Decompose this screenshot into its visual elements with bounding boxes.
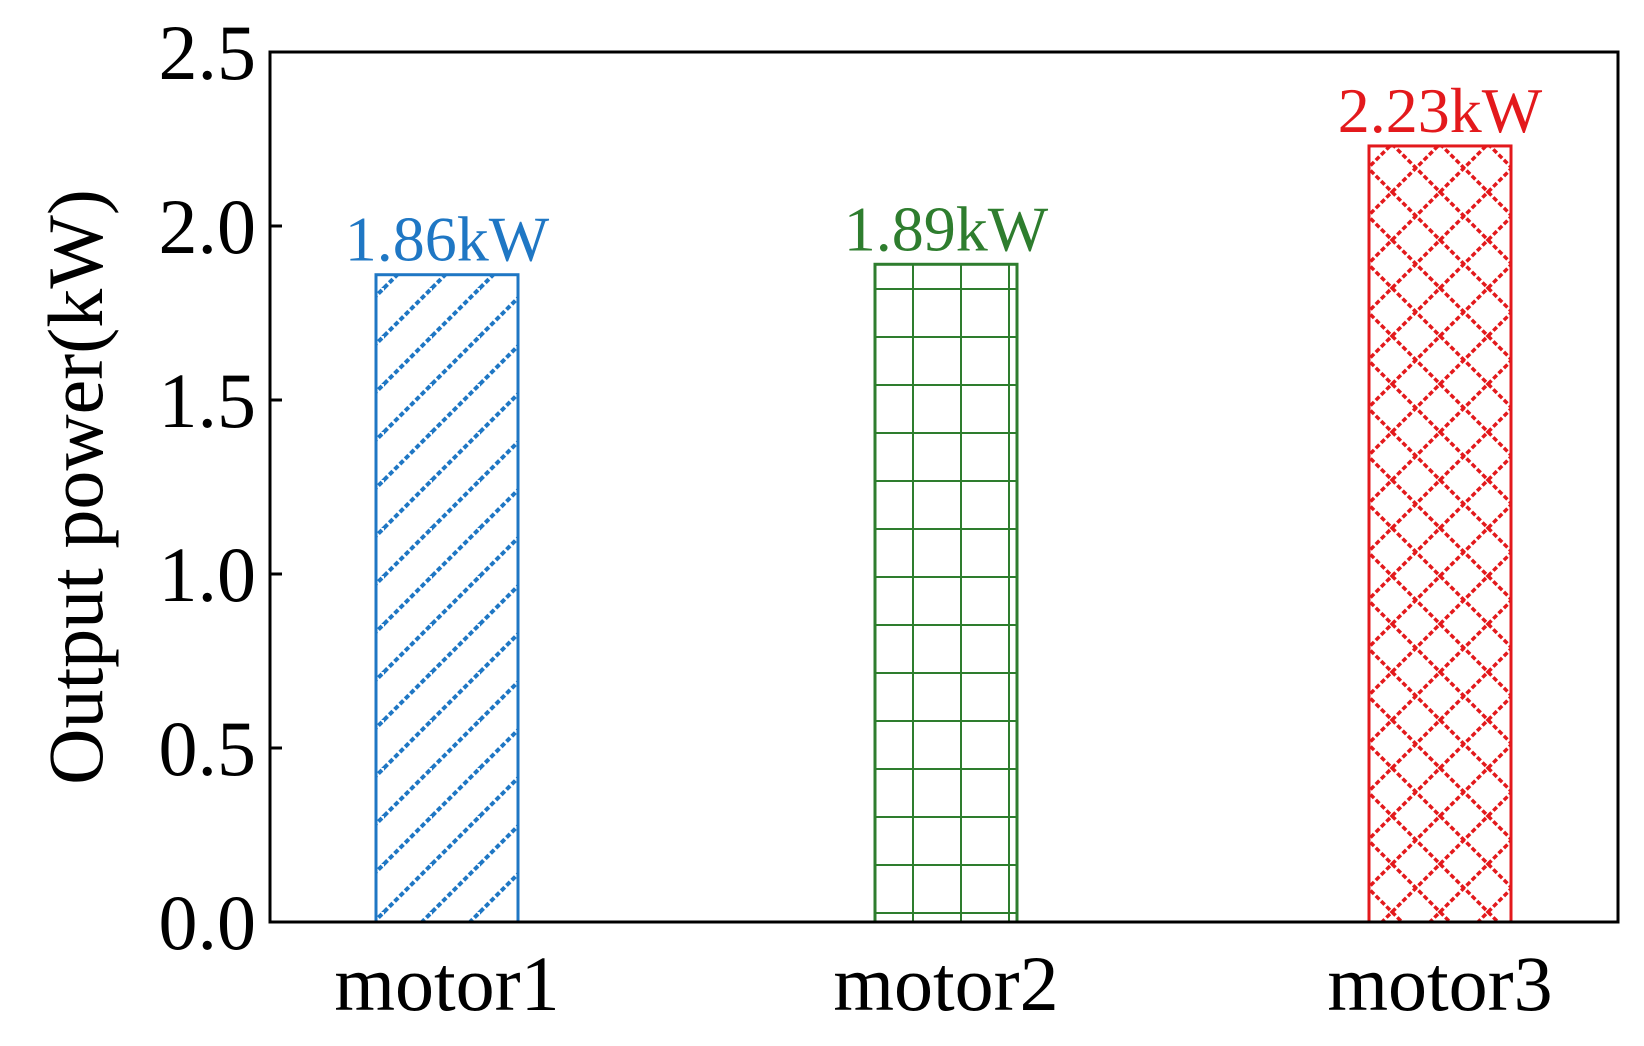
y-axis-ticks: 0.0 0.5 1.0 1.5 2.0 2.5 (159, 9, 282, 966)
x-axis-ticks: motor1 motor2 motor3 (334, 940, 1552, 1027)
y-tick-label-2.5: 2.5 (159, 9, 257, 96)
x-tick-label-motor2: motor2 (833, 940, 1058, 1027)
bar-fill-motor2 (875, 264, 1017, 922)
y-tick-label-1.0: 1.0 (159, 531, 257, 618)
bars-group (374, 144, 1513, 924)
bar-motor1 (374, 273, 520, 924)
data-label-motor2: 1.89kW (844, 193, 1049, 264)
bar-fill-motor1 (376, 274, 518, 923)
bar-motor3 (1367, 144, 1513, 924)
x-tick-label-motor3: motor3 (1327, 940, 1552, 1027)
data-label-motor3: 2.23kW (1338, 75, 1543, 146)
y-tick-label-0.0: 0.0 (159, 879, 257, 966)
plot-area-frame (268, 50, 1620, 924)
data-labels-group: 1.86kW 1.89kW 2.23kW (345, 75, 1543, 275)
x-tick-label-motor1: motor1 (334, 940, 559, 1027)
y-tick-label-2.0: 2.0 (159, 183, 257, 270)
y-tick-label-1.5: 1.5 (159, 357, 257, 444)
data-label-motor1: 1.86kW (345, 204, 550, 275)
y-tick-label-0.5: 0.5 (159, 705, 257, 792)
bar-fill-motor3 (1369, 145, 1511, 922)
bar-motor2 (873, 262, 1019, 924)
y-axis-label: Output power(kW) (32, 189, 119, 785)
